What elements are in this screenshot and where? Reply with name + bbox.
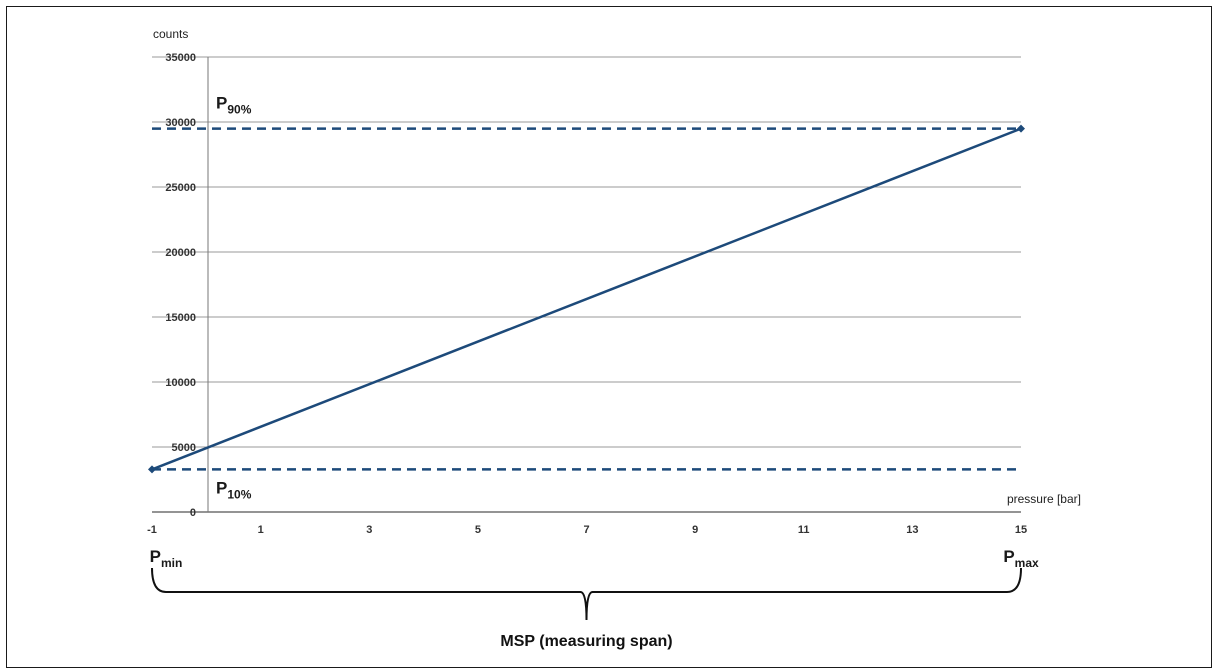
x-tick-labels: -1 1 3 5 7 9 11 13 15 <box>147 524 1027 536</box>
grid-lines <box>152 56 1021 448</box>
x-tick-3: 3 <box>366 524 372 536</box>
x-tick-5: 5 <box>475 524 481 536</box>
y-tick-30000: 30000 <box>165 117 196 129</box>
span-brace <box>151 567 1022 621</box>
data-point-0 <box>148 465 156 474</box>
y-tick-25000: 25000 <box>165 182 196 194</box>
reference-lines: P90% P10% <box>152 94 1021 501</box>
x-axis-label: pressure [bar] <box>1007 492 1081 506</box>
span-label: MSP (measuring span) <box>500 633 672 650</box>
marker-label-max: Pmax <box>1003 547 1039 570</box>
x-tick-13: 13 <box>906 524 918 536</box>
x-tick-11: 11 <box>798 524 810 536</box>
x-markers: Pmin Pmax <box>150 547 1039 570</box>
axes <box>152 57 1021 513</box>
ref-label-90%: P90% <box>216 94 252 117</box>
x-tick-15: 15 <box>1015 524 1027 536</box>
x-tick-1: 1 <box>258 524 264 536</box>
y-tick-15000: 15000 <box>165 312 196 324</box>
y-tick-5000: 5000 <box>172 442 196 454</box>
x-tick--1: -1 <box>147 524 157 536</box>
y-tick-35000: 35000 <box>165 52 196 64</box>
series-line-0 <box>151 127 1022 471</box>
y-axis-label: counts <box>153 27 188 41</box>
y-tick-labels: 0 5000 10000 15000 20000 25000 30000 35000 <box>165 52 196 519</box>
ref-label-10%: P10% <box>216 478 252 501</box>
chart-frame <box>6 6 1212 668</box>
data-point-1 <box>1017 124 1025 133</box>
x-tick-9: 9 <box>692 524 698 536</box>
marker-label-min: Pmin <box>150 547 183 570</box>
y-tick-10000: 10000 <box>165 377 196 389</box>
y-tick-20000: 20000 <box>165 247 196 259</box>
y-tick-0: 0 <box>190 507 196 519</box>
data-series <box>148 124 1025 474</box>
x-tick-7: 7 <box>583 524 589 536</box>
